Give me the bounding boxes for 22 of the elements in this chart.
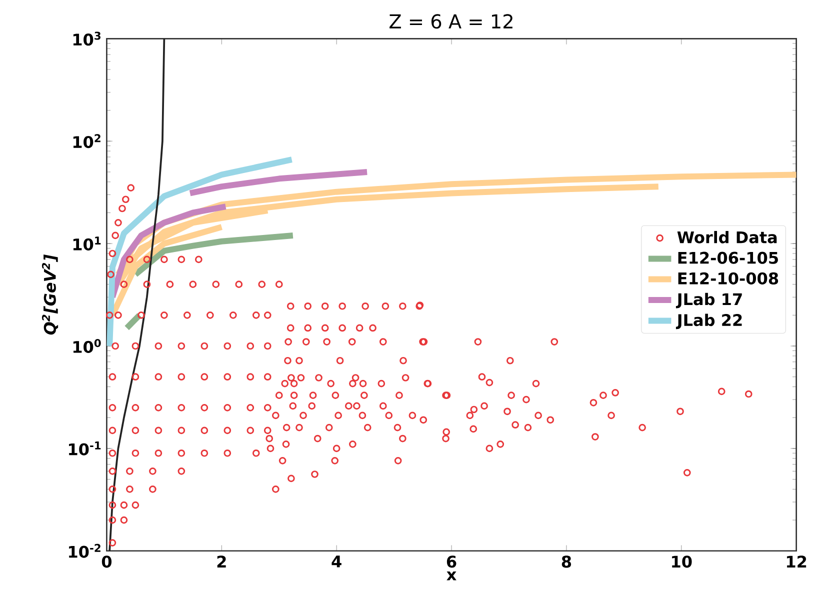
y-tick-label: 10$^{3}$	[73, 32, 100, 46]
x-tick-label: 6	[446, 556, 456, 568]
y-axis-title: Q$^{2}$[GeV$^{2}$]	[42, 254, 58, 335]
legend-label: E12-06-105	[678, 252, 778, 264]
x-tick-label: 0	[102, 556, 112, 568]
x-axis-title: x	[446, 572, 456, 580]
x-tick-label: 2	[217, 556, 226, 568]
y-tick-label: 10$^{-1}$	[69, 442, 101, 456]
x-tick-label: 10	[672, 556, 692, 568]
legend-label: JLab 17	[676, 293, 742, 308]
chart-title: Z = 6 A = 12	[390, 14, 512, 29]
line-series	[108, 38, 166, 552]
y-tick-label: 10$^{-2}$	[69, 544, 100, 558]
x-tick-label: 12	[786, 556, 806, 568]
x-tick-label: 8	[562, 556, 572, 568]
y-tick-label: 10$^{2}$	[73, 134, 100, 148]
x-tick-label: 4	[332, 556, 342, 568]
y-tick-label: 10$^{0}$	[73, 339, 101, 354]
legend-label: JLab 22	[676, 314, 742, 330]
legend-label: E12-10-008	[678, 272, 778, 285]
y-tick-label: 10$^{1}$	[73, 236, 101, 251]
legend-label: World Data	[677, 231, 777, 244]
